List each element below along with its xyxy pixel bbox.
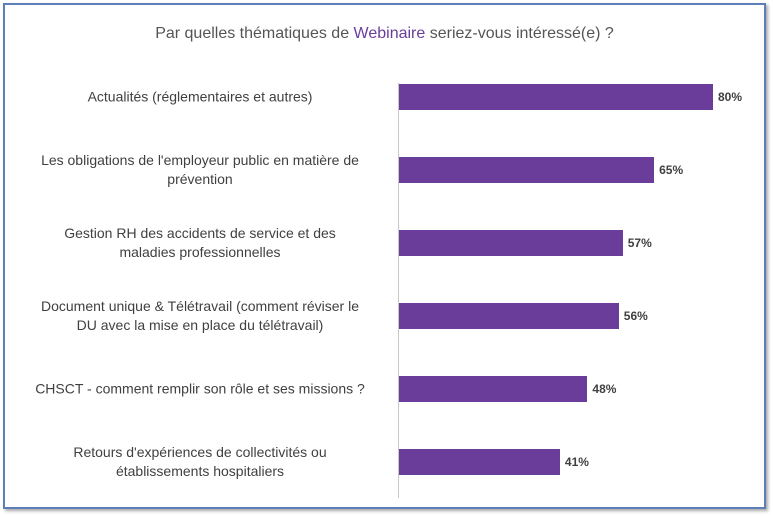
category-label-line: établissements hospitaliers (115, 463, 285, 479)
category-label: Gestion RH des accidents de service et d… (15, 224, 385, 262)
chart-frame: Par quelles thématiques de Webinaire ser… (3, 3, 766, 509)
data-label: 48% (592, 382, 617, 396)
bar (399, 230, 623, 256)
category-label: Retours d'expériences de collectivités o… (15, 443, 385, 481)
bar (399, 449, 560, 475)
chart-title-prefix: Par quelles thématiques de (155, 25, 354, 42)
chart-title-highlight: Webinaire (353, 25, 426, 42)
bar (399, 84, 713, 110)
bar (399, 303, 619, 329)
chart-title-suffix: seriez-vous intéressé(e) ? (425, 25, 614, 42)
chart-title: Par quelles thématiques de Webinaire ser… (5, 25, 764, 43)
category-label-line: maladies professionnelles (119, 244, 281, 260)
category-label-line: Les obligations de l'employeur public en… (41, 152, 359, 168)
data-label: 80% (718, 90, 743, 104)
category-axis-line (398, 83, 399, 498)
category-label-line: Gestion RH des accidents de service et d… (64, 225, 336, 241)
category-label: Document unique & Télétravail (comment r… (15, 297, 385, 335)
category-label: Les obligations de l'employeur public en… (15, 151, 385, 189)
data-label: 41% (564, 455, 589, 469)
category-label-line: prévention (167, 171, 233, 187)
data-label: 56% (623, 309, 648, 323)
category-label-line: Retours d'expériences de collectivités o… (73, 444, 327, 460)
category-label: Actualités (réglementaires et autres) (15, 88, 385, 107)
category-label-line: DU avec la mise en place du télétravail) (76, 317, 324, 333)
category-label-line: Actualités (réglementaires et autres) (87, 88, 313, 105)
category-label-line: CHSCT - comment remplir son rôle et ses … (35, 380, 365, 397)
data-label: 65% (659, 163, 684, 177)
data-label: 57% (627, 236, 652, 250)
bar (399, 157, 655, 183)
category-label: CHSCT - comment remplir son rôle et ses … (15, 380, 385, 399)
bar (399, 376, 588, 402)
category-label-line: Document unique & Télétravail (comment r… (41, 298, 359, 314)
